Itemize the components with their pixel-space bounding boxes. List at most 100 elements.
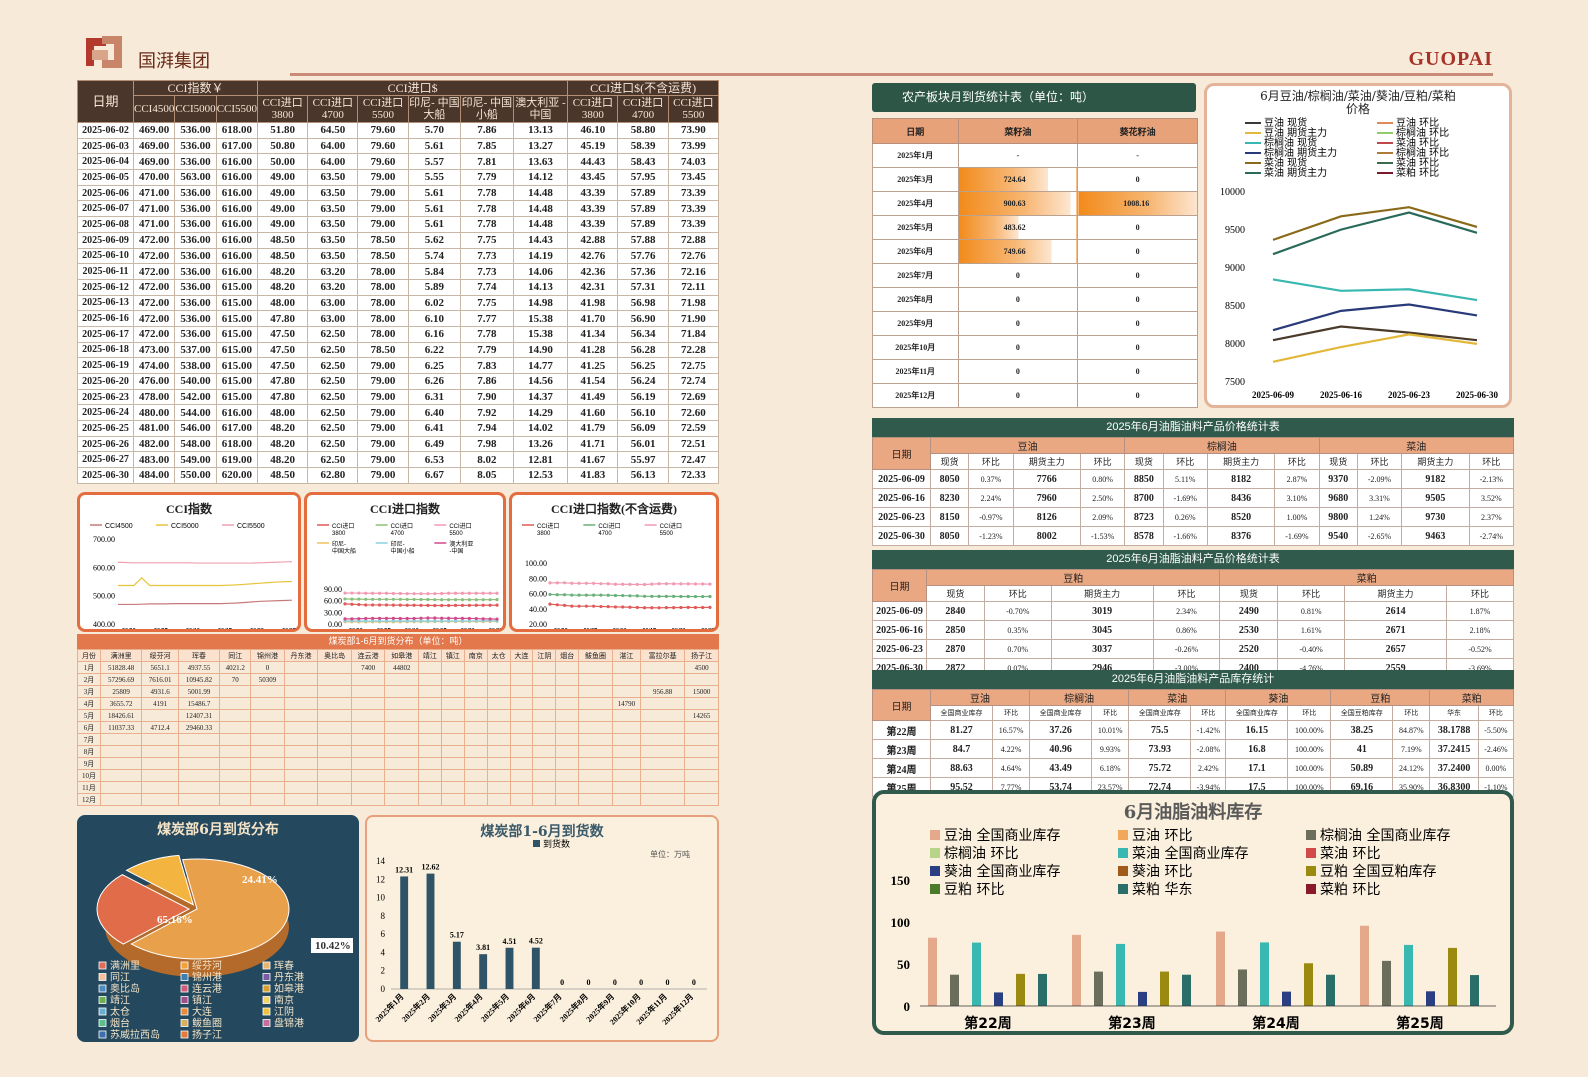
value-cell: 73.39 bbox=[667, 184, 720, 202]
legend-label: 菜油 全国商业库存 bbox=[1132, 845, 1248, 862]
series-line bbox=[1272, 325, 1478, 342]
table-row: 2025-06-25 481.00 546.00 617.00 48.20 62.50 79… bbox=[77, 420, 720, 437]
bar bbox=[1382, 960, 1391, 1006]
value-cell: 8.05 bbox=[460, 467, 514, 484]
month-cell: 8月 bbox=[77, 745, 101, 758]
coal-value-cell bbox=[640, 745, 686, 758]
data-point bbox=[474, 603, 478, 607]
value-cell: 9182 bbox=[1401, 469, 1470, 489]
data-point bbox=[635, 594, 639, 598]
coal-value-cell bbox=[440, 709, 465, 722]
group-header: 菜粕 bbox=[1219, 569, 1514, 586]
coal-value-cell bbox=[177, 781, 221, 794]
sub-header: 环比 bbox=[983, 585, 1052, 602]
group-header: CCI指数￥ bbox=[132, 80, 259, 96]
value-cell: 79.00 bbox=[357, 200, 409, 218]
coal-value-cell bbox=[317, 733, 352, 746]
coal-value-cell bbox=[440, 757, 465, 770]
y-tick-label: 8000 bbox=[1225, 339, 1245, 350]
group-header: 豆粕 bbox=[1330, 689, 1431, 706]
value-cell: 79.00 bbox=[357, 216, 409, 233]
data-point bbox=[364, 591, 368, 595]
month-cell: 12月 bbox=[77, 793, 101, 806]
value-cell: 16.8 bbox=[1225, 739, 1289, 759]
legend-swatch bbox=[180, 961, 189, 970]
change-cell: 1.00% bbox=[1274, 507, 1320, 527]
value-cell: 469.00 bbox=[132, 153, 176, 171]
value-cell: 484.00 bbox=[132, 467, 176, 484]
value-cell: 538.00 bbox=[174, 357, 217, 374]
value-cell: 41 bbox=[1330, 739, 1394, 759]
coal-value-cell bbox=[141, 745, 179, 758]
value-cell: 5.61 bbox=[407, 137, 462, 155]
col-header: CCI进口 4700 bbox=[617, 95, 669, 123]
x-tick-label: 2025-06-23 bbox=[1388, 390, 1430, 400]
data-point bbox=[412, 603, 416, 607]
coal-value-cell bbox=[463, 745, 488, 758]
sub-header: 期货主力 bbox=[1401, 453, 1470, 470]
col-header: CCI进口 5500 bbox=[357, 95, 409, 123]
value-cell: 7.78 bbox=[460, 325, 514, 343]
coal-value-cell bbox=[177, 733, 221, 746]
value-cell: 6.31 bbox=[407, 388, 462, 406]
value-cell: 72.28 bbox=[667, 341, 720, 359]
data-point bbox=[495, 617, 499, 621]
legend-swatch bbox=[180, 1019, 189, 1027]
x-tick-label: 06/02 bbox=[554, 628, 568, 632]
value-cell: 5.61 bbox=[407, 216, 462, 233]
group-header: 豆油 bbox=[929, 437, 1126, 454]
sub-header: 环比 bbox=[1091, 705, 1130, 721]
date-cell: 2025-06-16 bbox=[872, 620, 927, 640]
value-cell: 0 bbox=[957, 263, 1079, 288]
value-cell: 5.74 bbox=[407, 247, 462, 265]
coal-value-cell bbox=[532, 697, 557, 710]
data-point bbox=[350, 591, 354, 595]
value-cell: 73.93 bbox=[1128, 739, 1192, 759]
value-cell: 63.00 bbox=[307, 294, 359, 312]
sub-header: 现货 bbox=[926, 585, 985, 602]
agri-row: 2025年8月 0 0 bbox=[872, 287, 1198, 312]
data-point bbox=[562, 581, 567, 585]
change-cell: 7.19% bbox=[1392, 739, 1431, 759]
coal-value-cell bbox=[486, 793, 511, 806]
month-cell: 6月 bbox=[77, 721, 101, 734]
value-cell: 14.06 bbox=[512, 263, 569, 280]
table-row: 2025-06-04 469.00 536.00 616.00 50.00 64.00 79… bbox=[77, 153, 720, 171]
change-cell: -1.66% bbox=[1162, 526, 1208, 546]
coal-value-cell bbox=[684, 793, 719, 806]
value-cell: 14.19 bbox=[512, 247, 569, 265]
coal-value-cell bbox=[283, 685, 319, 698]
y-tick-label: 9000 bbox=[1225, 263, 1245, 274]
value-cell: 536.00 bbox=[174, 310, 217, 327]
coal-value-cell bbox=[350, 697, 386, 710]
data-point bbox=[419, 616, 423, 620]
data-point bbox=[555, 593, 559, 597]
agri-row: 2025年12月 0 0 bbox=[872, 383, 1198, 408]
value-cell: 469.00 bbox=[132, 122, 176, 139]
value-cell: 8230 bbox=[929, 488, 970, 508]
legend-label: 棕榈油 全国商业库存 bbox=[1320, 827, 1450, 844]
value-cell: 72.47 bbox=[667, 451, 720, 469]
value-cell: 480.00 bbox=[132, 404, 176, 422]
data-point bbox=[592, 593, 596, 597]
value-cell: 64.50 bbox=[307, 122, 359, 139]
x-tick-label: 第24周 bbox=[1252, 1015, 1299, 1032]
data-point bbox=[657, 594, 661, 598]
data-point bbox=[467, 616, 471, 621]
value-cell: 7.86 bbox=[460, 122, 514, 139]
value-cell: 62.50 bbox=[307, 404, 359, 422]
data-point bbox=[467, 591, 471, 595]
data-point bbox=[701, 582, 705, 586]
value-cell: 72.69 bbox=[667, 388, 720, 406]
coal-value-cell bbox=[417, 697, 442, 710]
value-cell: 47.50 bbox=[257, 357, 309, 374]
value-cell: 616.00 bbox=[215, 153, 259, 171]
sub-header: 现货 bbox=[1124, 453, 1164, 470]
table-row: 2025-06-06 471.00 536.00 616.00 49.00 63.50 79… bbox=[77, 184, 720, 202]
data-point bbox=[628, 594, 632, 598]
change-cell: 2.42% bbox=[1190, 758, 1227, 778]
value-cell: 57.31 bbox=[617, 278, 669, 296]
group-header-row: 日期 豆油 棕榈油 菜油 葵油 豆粕 菜粕 bbox=[872, 689, 1514, 721]
data-point bbox=[433, 616, 437, 620]
coal-value-cell bbox=[611, 769, 642, 782]
